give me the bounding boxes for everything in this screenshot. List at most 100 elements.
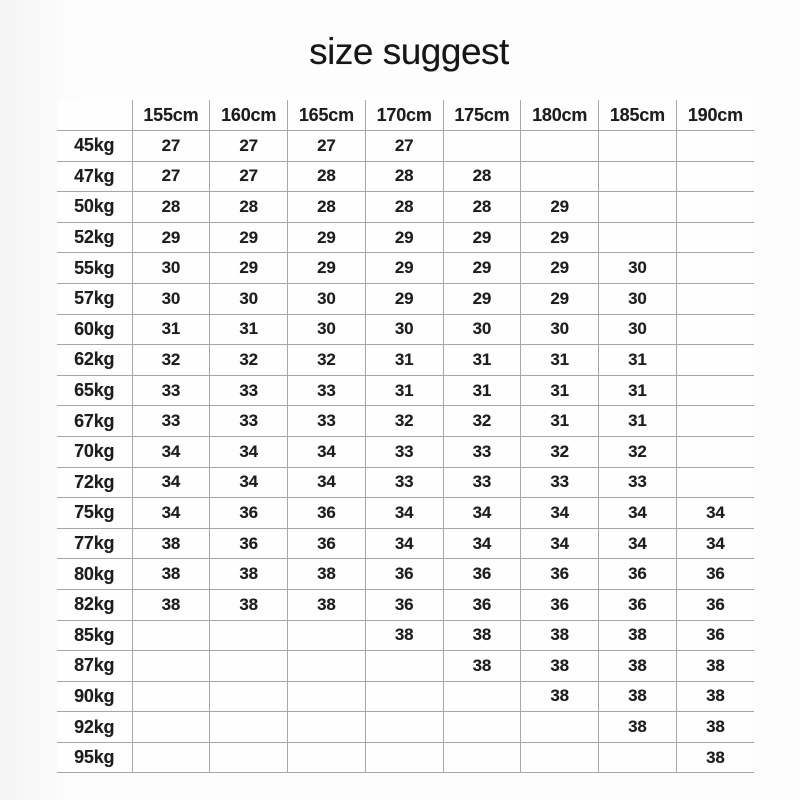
size-cell: 34 bbox=[598, 528, 677, 560]
size-cell: 31 bbox=[598, 375, 677, 407]
size-cell: 32 bbox=[209, 344, 288, 376]
size-cell: 36 bbox=[443, 589, 522, 621]
size-cell bbox=[132, 742, 211, 774]
size-cell: 34 bbox=[365, 528, 444, 560]
size-cell: 32 bbox=[443, 405, 522, 437]
size-cell bbox=[676, 344, 754, 376]
row-header-weight: 47kg bbox=[57, 161, 133, 193]
row-header-weight: 82kg bbox=[57, 589, 133, 621]
size-cell: 27 bbox=[365, 130, 444, 162]
size-cell: 36 bbox=[365, 558, 444, 590]
size-cell: 34 bbox=[443, 528, 522, 560]
size-cell: 38 bbox=[287, 558, 366, 590]
row-header-weight: 57kg bbox=[57, 283, 133, 315]
size-cell: 34 bbox=[443, 497, 522, 529]
size-cell: 29 bbox=[520, 252, 599, 284]
row-header-weight: 87kg bbox=[57, 650, 133, 682]
col-header-height: 190cm bbox=[676, 100, 754, 131]
size-cell: 29 bbox=[132, 222, 211, 254]
size-cell: 34 bbox=[209, 467, 288, 499]
size-cell: 29 bbox=[520, 222, 599, 254]
table-row: 75kg 34 36 36 34 34 34 34 34 bbox=[57, 497, 754, 529]
row-header-weight: 45kg bbox=[57, 130, 133, 162]
size-cell: 34 bbox=[520, 497, 599, 529]
row-header-weight: 70kg bbox=[57, 436, 133, 468]
row-header-weight: 50kg bbox=[57, 191, 133, 223]
col-header-height: 185cm bbox=[598, 100, 677, 131]
row-header-weight: 80kg bbox=[57, 558, 133, 590]
size-cell: 38 bbox=[132, 558, 211, 590]
size-cell: 36 bbox=[598, 558, 677, 590]
size-cell: 31 bbox=[443, 375, 522, 407]
size-cell bbox=[676, 314, 754, 346]
col-header-height: 155cm bbox=[132, 100, 211, 131]
size-cell bbox=[520, 161, 599, 193]
size-cell: 38 bbox=[598, 620, 677, 652]
size-cell bbox=[287, 742, 366, 774]
size-cell: 31 bbox=[443, 344, 522, 376]
size-cell: 30 bbox=[443, 314, 522, 346]
col-header-height: 165cm bbox=[287, 100, 366, 131]
size-cell: 29 bbox=[365, 252, 444, 284]
size-cell bbox=[443, 681, 522, 713]
size-cell bbox=[598, 130, 677, 162]
size-cell: 31 bbox=[520, 405, 599, 437]
table-row: 60kg 31 31 30 30 30 30 30 bbox=[57, 314, 754, 346]
row-header-weight: 65kg bbox=[57, 375, 133, 407]
row-header-weight: 62kg bbox=[57, 344, 133, 376]
size-cell: 29 bbox=[443, 283, 522, 315]
size-cell: 33 bbox=[443, 436, 522, 468]
size-cell bbox=[676, 191, 754, 223]
size-cell bbox=[676, 283, 754, 315]
size-cell: 38 bbox=[598, 711, 677, 743]
size-cell: 31 bbox=[520, 344, 599, 376]
size-cell bbox=[598, 191, 677, 223]
size-cell bbox=[209, 620, 288, 652]
size-cell: 38 bbox=[598, 681, 677, 713]
size-cell bbox=[676, 436, 754, 468]
size-cell: 33 bbox=[520, 467, 599, 499]
size-cell: 28 bbox=[287, 191, 366, 223]
size-cell bbox=[520, 711, 599, 743]
size-cell: 33 bbox=[209, 405, 288, 437]
size-cell bbox=[132, 711, 211, 743]
size-cell bbox=[132, 620, 211, 652]
row-header-weight: 90kg bbox=[57, 681, 133, 713]
size-cell bbox=[365, 711, 444, 743]
col-header-height: 175cm bbox=[443, 100, 522, 131]
size-cell bbox=[365, 650, 444, 682]
table-row: 80kg 38 38 38 36 36 36 36 36 bbox=[57, 558, 754, 590]
table-row: 57kg 30 30 30 29 29 29 30 bbox=[57, 283, 754, 315]
size-cell: 38 bbox=[443, 650, 522, 682]
size-cell bbox=[209, 650, 288, 682]
size-cell bbox=[209, 711, 288, 743]
size-cell: 38 bbox=[132, 589, 211, 621]
size-cell: 38 bbox=[598, 650, 677, 682]
table-row: 65kg 33 33 33 31 31 31 31 bbox=[57, 375, 754, 407]
size-cell bbox=[676, 375, 754, 407]
size-cell bbox=[287, 711, 366, 743]
col-header-height: 160cm bbox=[209, 100, 288, 131]
table-row: 62kg 32 32 32 31 31 31 31 bbox=[57, 344, 754, 376]
size-cell bbox=[365, 681, 444, 713]
size-cell: 34 bbox=[676, 497, 754, 529]
size-cell: 30 bbox=[365, 314, 444, 346]
size-cell: 32 bbox=[132, 344, 211, 376]
row-header-weight: 72kg bbox=[57, 467, 133, 499]
size-cell: 30 bbox=[209, 283, 288, 315]
size-cell: 36 bbox=[676, 620, 754, 652]
size-cell: 33 bbox=[209, 375, 288, 407]
size-cell bbox=[598, 222, 677, 254]
size-cell: 31 bbox=[598, 344, 677, 376]
size-cell: 28 bbox=[132, 191, 211, 223]
size-cell bbox=[132, 650, 211, 682]
size-cell: 27 bbox=[132, 130, 211, 162]
table-row: 87kg 38 38 38 38 bbox=[57, 650, 754, 682]
size-cell bbox=[520, 742, 599, 774]
table-body: 45kg 27 27 27 27 47kg 27 27 28 28 28 50kg 28 28 28 28 28… bbox=[57, 130, 754, 774]
size-cell: 36 bbox=[598, 589, 677, 621]
table-row: 77kg 38 36 36 34 34 34 34 34 bbox=[57, 528, 754, 560]
table-header: 155cm 160cm 165cm 170cm 175cm 180cm 185cm 190cm bbox=[57, 100, 754, 131]
size-cell: 30 bbox=[287, 283, 366, 315]
table-row: 70kg 34 34 34 33 33 32 32 bbox=[57, 436, 754, 468]
